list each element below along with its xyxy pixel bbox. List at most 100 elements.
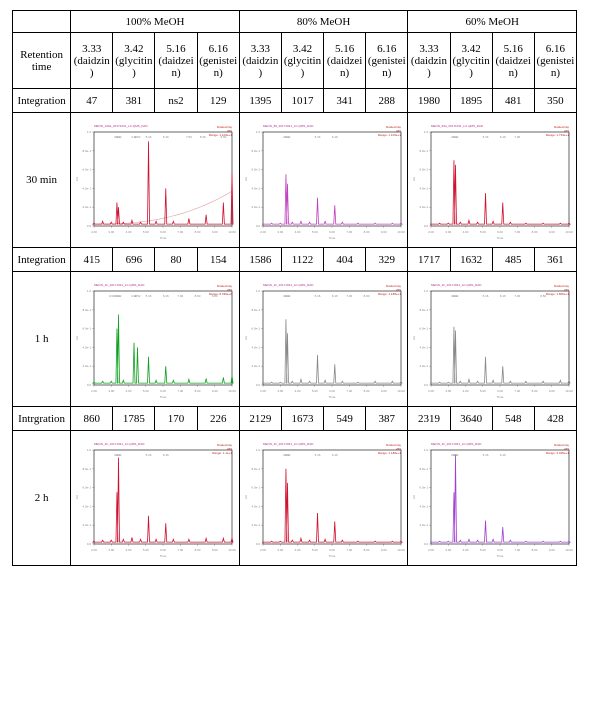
svg-text:3.00: 3.00	[277, 389, 283, 393]
time-1: 1 h	[13, 272, 71, 407]
svg-text:0.0: 0.0	[424, 383, 429, 387]
svg-text:Range: 1.103e+1: Range: 1.103e+1	[378, 133, 401, 137]
ret-5: 3.42 (glycitin)	[281, 33, 323, 89]
svg-text:8.00: 8.00	[195, 389, 201, 393]
svg-text:2.0e-1: 2.0e-1	[420, 364, 429, 368]
svg-text:2.0e-1: 2.0e-1	[420, 523, 429, 527]
svg-text:2.00: 2.00	[91, 230, 97, 234]
svg-text:Range: 1.806e+1: Range: 1.806e+1	[546, 292, 569, 296]
chrom-1-0: MEON_1h_20171031_LC-QMS_DADDiodeArray265…	[71, 272, 240, 407]
int1-1: 696	[113, 248, 155, 272]
int2-8: 2319	[408, 407, 450, 431]
svg-text:6.16: 6.16	[163, 135, 169, 139]
int1-2: 80	[155, 248, 197, 272]
svg-text:4.00: 4.00	[294, 548, 300, 552]
svg-text:9.00: 9.00	[549, 389, 555, 393]
svg-text:6.16: 6.16	[500, 453, 506, 457]
int2-11: 428	[534, 407, 576, 431]
svg-text:4.00: 4.00	[463, 548, 469, 552]
svg-text:5.16: 5.16	[483, 294, 489, 298]
svg-text:6.16: 6.16	[163, 294, 169, 298]
int1-4: 1586	[239, 248, 281, 272]
svg-text:10.00: 10.00	[228, 389, 236, 393]
row-retention-label: Retention time	[13, 33, 71, 89]
svg-text:3.00: 3.00	[446, 230, 452, 234]
svg-text:7.00: 7.00	[515, 294, 521, 298]
svg-text:5.16: 5.16	[146, 453, 152, 457]
int2-0: 860	[71, 407, 113, 431]
svg-text:8.0e-1: 8.0e-1	[83, 149, 92, 153]
svg-text:4.00: 4.00	[126, 230, 132, 234]
svg-text:1.0: 1.0	[256, 130, 261, 134]
svg-text:7.00: 7.00	[515, 230, 521, 234]
int0-2: ns2	[155, 89, 197, 113]
svg-text:Time: Time	[497, 395, 504, 399]
svg-text:8.50: 8.50	[541, 294, 547, 298]
int1-8: 1717	[408, 248, 450, 272]
svg-text:0.0: 0.0	[256, 224, 261, 228]
svg-text:3.42: 3.42	[453, 294, 459, 298]
svg-text:6.0e-1: 6.0e-1	[420, 327, 429, 331]
int1-label: Integration	[13, 248, 71, 272]
int1-3: 154	[197, 248, 239, 272]
svg-text:2.00: 2.00	[428, 230, 434, 234]
ret-4: 3.33 (daidzin)	[239, 33, 281, 89]
svg-text:4.52: 4.52	[135, 294, 141, 298]
svg-text:6.00: 6.00	[497, 548, 503, 552]
svg-text:Time: Time	[329, 236, 336, 240]
svg-text:3.42: 3.42	[116, 294, 122, 298]
ret-11: 6.16 (genistein)	[534, 33, 576, 89]
chrom-2-0: MEON_2h_20171031_LC-QMS_DADDiodeArray265…	[71, 431, 240, 566]
int1-7: 329	[366, 248, 408, 272]
svg-text:5.00: 5.00	[480, 548, 486, 552]
svg-text:4.0e-1: 4.0e-1	[420, 504, 429, 508]
svg-text:2.0e-1: 2.0e-1	[83, 364, 92, 368]
svg-text:8.00: 8.00	[532, 389, 538, 393]
int2-7: 387	[366, 407, 408, 431]
svg-text:AU: AU	[412, 495, 416, 499]
svg-text:9.00: 9.00	[549, 230, 555, 234]
svg-text:4.0e-1: 4.0e-1	[420, 186, 429, 190]
chrom-0-1: MEON_80_20171031_LC-QMS_DADDiodeArray265…	[239, 113, 408, 248]
svg-text:4.0e-1: 4.0e-1	[251, 345, 260, 349]
svg-text:AU: AU	[75, 336, 79, 340]
ret-1: 3.42 (glycitin)	[113, 33, 155, 89]
int2-10: 548	[492, 407, 534, 431]
svg-text:5.00: 5.00	[480, 389, 486, 393]
svg-text:6.0e-1: 6.0e-1	[420, 168, 429, 172]
svg-text:3.00: 3.00	[446, 389, 452, 393]
svg-text:5.00: 5.00	[312, 230, 318, 234]
svg-text:2.0e-1: 2.0e-1	[251, 523, 260, 527]
svg-text:AU: AU	[412, 177, 416, 181]
svg-text:8.0e-1: 8.0e-1	[420, 308, 429, 312]
svg-text:AU: AU	[75, 177, 79, 181]
int0-label: Integration	[13, 89, 71, 113]
svg-text:Time: Time	[497, 554, 504, 558]
svg-text:MEON_60a_20171031_LC-QMS_DAD: MEON_60a_20171031_LC-QMS_DAD	[431, 124, 484, 128]
svg-text:4.0e-1: 4.0e-1	[251, 504, 260, 508]
svg-text:9.00: 9.00	[381, 548, 387, 552]
svg-text:MEON_2h_20171031_LC-QMS_DAD: MEON_2h_20171031_LC-QMS_DAD	[263, 442, 314, 446]
svg-text:4.0e-1: 4.0e-1	[83, 186, 92, 190]
svg-text:AU: AU	[244, 495, 248, 499]
int1-5: 1122	[281, 248, 323, 272]
svg-text:4.0e-1: 4.0e-1	[83, 345, 92, 349]
svg-text:MEON_1h_20171031_LC-QMS_DAD: MEON_1h_20171031_LC-QMS_DAD	[431, 283, 482, 287]
svg-text:Time: Time	[160, 554, 167, 558]
ret-3: 6.16 (genistein)	[197, 33, 239, 89]
svg-text:1.0: 1.0	[87, 130, 92, 134]
int0-5: 1017	[281, 89, 323, 113]
svg-text:8.00: 8.00	[363, 548, 369, 552]
svg-text:0.0: 0.0	[424, 224, 429, 228]
svg-text:8.00: 8.00	[195, 294, 201, 298]
int1-9: 1632	[450, 248, 492, 272]
svg-text:4.00: 4.00	[126, 548, 132, 552]
svg-text:4.0e-1: 4.0e-1	[420, 345, 429, 349]
svg-text:Time: Time	[497, 236, 504, 240]
svg-text:2.00: 2.00	[91, 548, 97, 552]
svg-text:8.00: 8.00	[363, 230, 369, 234]
int0-1: 381	[113, 89, 155, 113]
svg-text:5.16: 5.16	[314, 294, 320, 298]
svg-text:8.00: 8.00	[532, 548, 538, 552]
svg-text:5.00: 5.00	[312, 548, 318, 552]
